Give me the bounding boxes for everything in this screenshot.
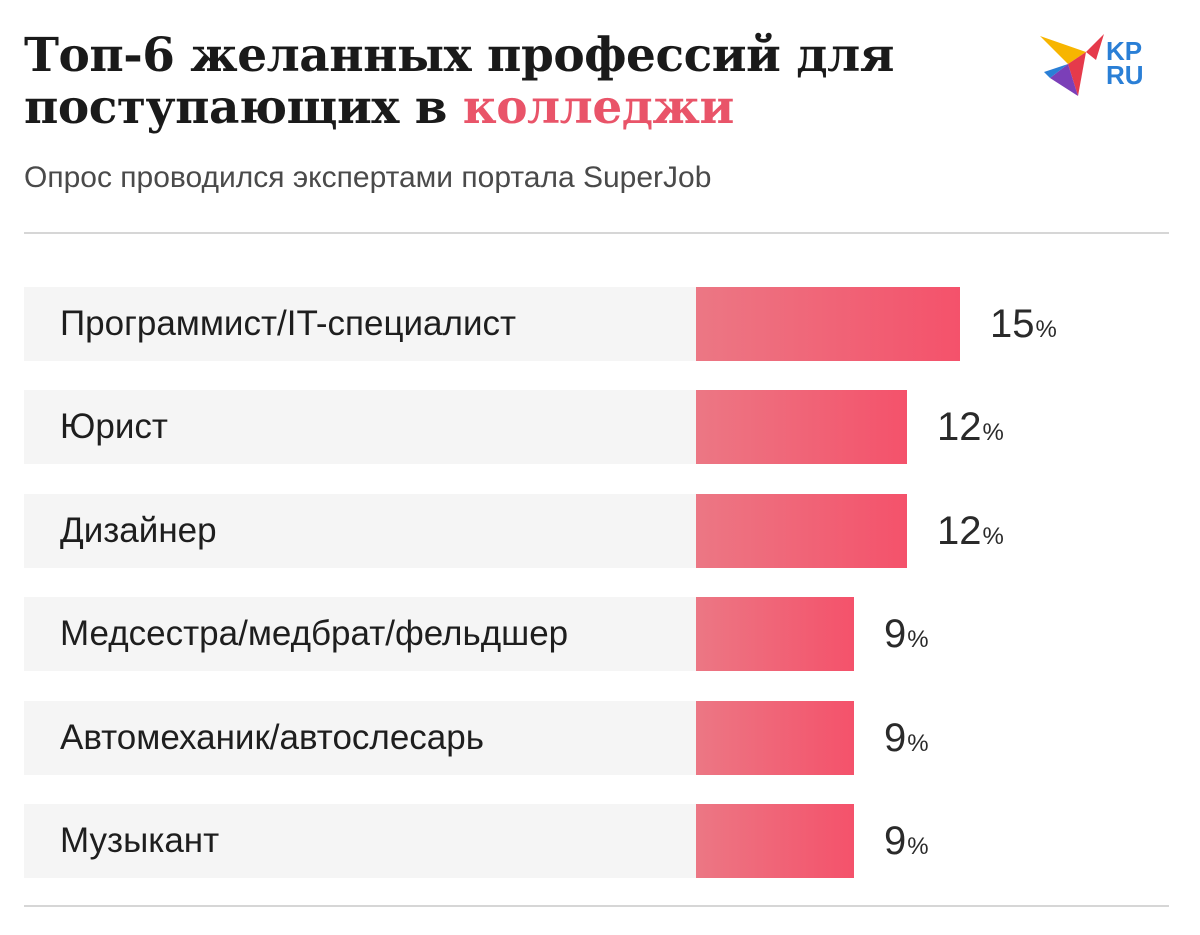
kp-logo: KP RU [1038,30,1168,100]
value-label: 15% [990,287,1057,361]
value-label: 12% [937,494,1004,568]
value-number: 15 [990,302,1035,346]
bar [696,804,854,878]
bar-row: Дизайнер 12% [24,494,1169,568]
value-unit: % [907,730,929,757]
category-label: Медсестра/медбрат/фельдшер [60,614,569,653]
bar-row-background [24,287,696,361]
bar-row: Музыкант 9% [24,804,1169,878]
title-main: Топ-6 желанных профессий для поступающих… [24,28,894,135]
value-number: 9 [884,819,907,863]
bar-row: Медсестра/медбрат/фельдшер 9% [24,597,1169,671]
kp-bird-logo-icon: KP RU [1040,34,1144,96]
bar [696,597,854,671]
category-label: Музыкант [60,821,220,860]
bar [696,494,907,568]
bar-row-background [24,597,696,671]
chart-title: Топ-6 желанных профессий для поступающих… [24,30,964,134]
logo-text-top: KP [1106,36,1142,66]
value-unit: % [907,833,929,860]
value-number: 9 [884,716,907,760]
value-number: 9 [884,612,907,656]
logo-text-bottom: RU [1106,60,1144,90]
top-divider [24,232,1169,234]
bar [696,287,960,361]
category-label: Юрист [60,407,168,446]
category-label: Программист/IT-специалист [60,304,517,343]
bar-row-background [24,804,696,878]
chart-subtitle: Опрос проводился экспертами портала Supe… [24,161,712,194]
bar-row: Юрист 12% [24,390,1169,464]
bar [696,701,854,775]
value-label: 12% [937,390,1004,464]
bar-row-background [24,701,696,775]
value-unit: % [982,419,1004,446]
value-number: 12 [937,405,982,449]
category-label: Дизайнер [60,511,217,550]
bar-row-background [24,494,696,568]
bar-row-background [24,390,696,464]
value-label: 9% [884,804,929,878]
value-unit: % [982,523,1004,550]
bar-row: Программист/IT-специалист 15% [24,287,1169,361]
value-unit: % [1035,316,1057,343]
bar-row: Автомеханик/автослесарь 9% [24,701,1169,775]
value-unit: % [907,626,929,653]
category-label: Автомеханик/автослесарь [60,718,484,757]
value-label: 9% [884,701,929,775]
value-number: 12 [937,509,982,553]
bar [696,390,907,464]
title-accent: колледжи [462,80,735,135]
bottom-divider [24,905,1169,907]
value-label: 9% [884,597,929,671]
